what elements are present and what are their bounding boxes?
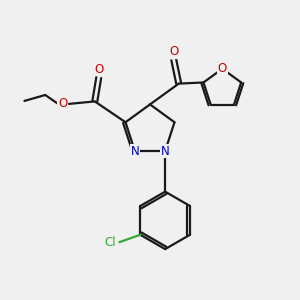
Text: N: N [130,145,139,158]
Text: O: O [58,98,67,110]
Text: Cl: Cl [105,236,116,249]
Text: O: O [169,45,178,58]
Text: O: O [94,63,104,76]
Text: O: O [218,62,227,75]
Text: N: N [161,145,170,158]
